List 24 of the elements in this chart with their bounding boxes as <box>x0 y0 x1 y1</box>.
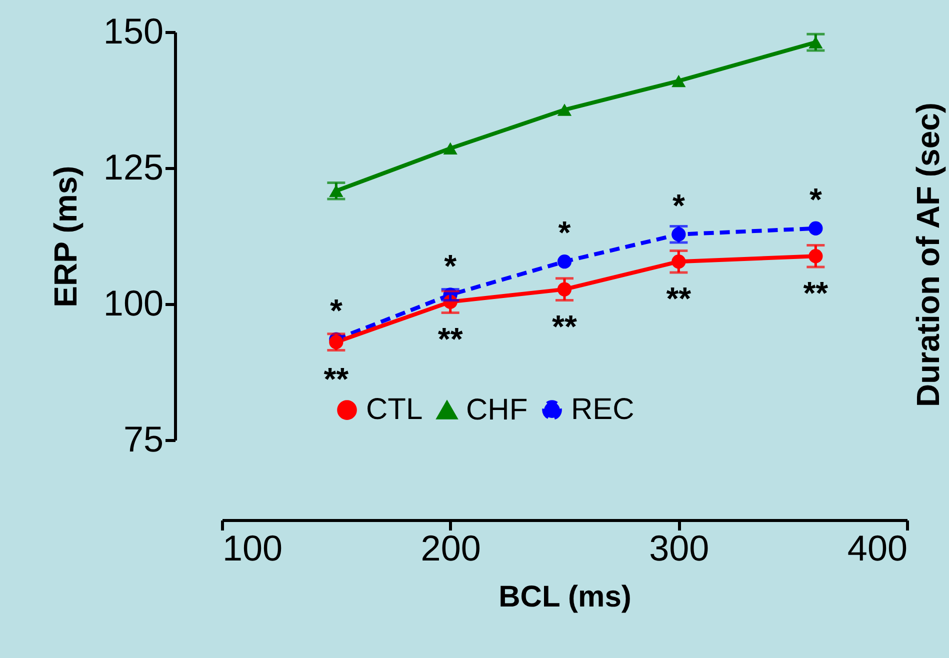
x-axis-title: BCL (ms) <box>498 580 632 614</box>
annotation: ** <box>803 275 829 312</box>
annotation: * <box>558 214 572 251</box>
annotation: * <box>672 187 686 224</box>
y-tick-label: 100 <box>103 282 164 324</box>
y-axis-title: ERP (ms) <box>47 166 84 308</box>
annotation: * <box>809 181 822 218</box>
y-tick-label: 150 <box>103 10 164 52</box>
y-tick-label: 125 <box>103 146 164 188</box>
annotation: * <box>330 292 343 328</box>
annotation: ** <box>552 308 578 344</box>
annotation: ** <box>666 280 692 317</box>
x-tick-label: 100 <box>222 528 283 568</box>
y-tick-label: 75 <box>123 418 164 460</box>
annotation: ** <box>324 361 350 398</box>
annotation: * <box>444 248 458 284</box>
legend-label: CHF <box>466 394 528 426</box>
legend-label: CTL <box>366 393 423 426</box>
x-tick-label: 400 <box>847 528 908 568</box>
y2-axis-title: Duration of AF (sec) <box>910 102 947 410</box>
annotation: ** <box>438 320 464 357</box>
x-tick-label: 300 <box>649 528 710 568</box>
legend-label: REC <box>571 393 634 426</box>
x-tick-label: 200 <box>420 528 481 568</box>
